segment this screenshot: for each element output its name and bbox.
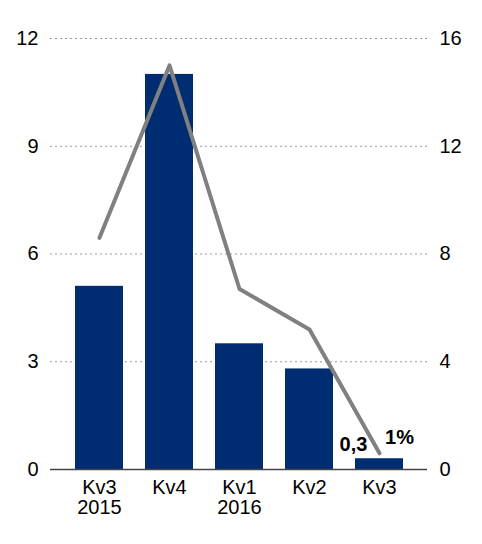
svg-text:4: 4 <box>440 350 451 372</box>
svg-text:6: 6 <box>27 242 38 264</box>
svg-text:Kv3: Kv3 <box>362 476 396 498</box>
svg-text:0,3: 0,3 <box>340 433 368 455</box>
svg-text:8: 8 <box>440 242 451 264</box>
svg-text:12: 12 <box>440 135 462 157</box>
svg-text:Kv12016: Kv12016 <box>217 476 262 518</box>
svg-text:9: 9 <box>27 135 38 157</box>
svg-text:Kv4: Kv4 <box>152 476 186 498</box>
svg-text:Kv32015: Kv32015 <box>77 476 122 518</box>
svg-text:3: 3 <box>27 350 38 372</box>
svg-text:12: 12 <box>16 27 38 49</box>
svg-text:0: 0 <box>440 458 451 480</box>
svg-text:0: 0 <box>27 458 38 480</box>
svg-text:16: 16 <box>440 27 462 49</box>
svg-text:Kv2: Kv2 <box>292 476 326 498</box>
svg-text:1%: 1% <box>385 426 414 448</box>
